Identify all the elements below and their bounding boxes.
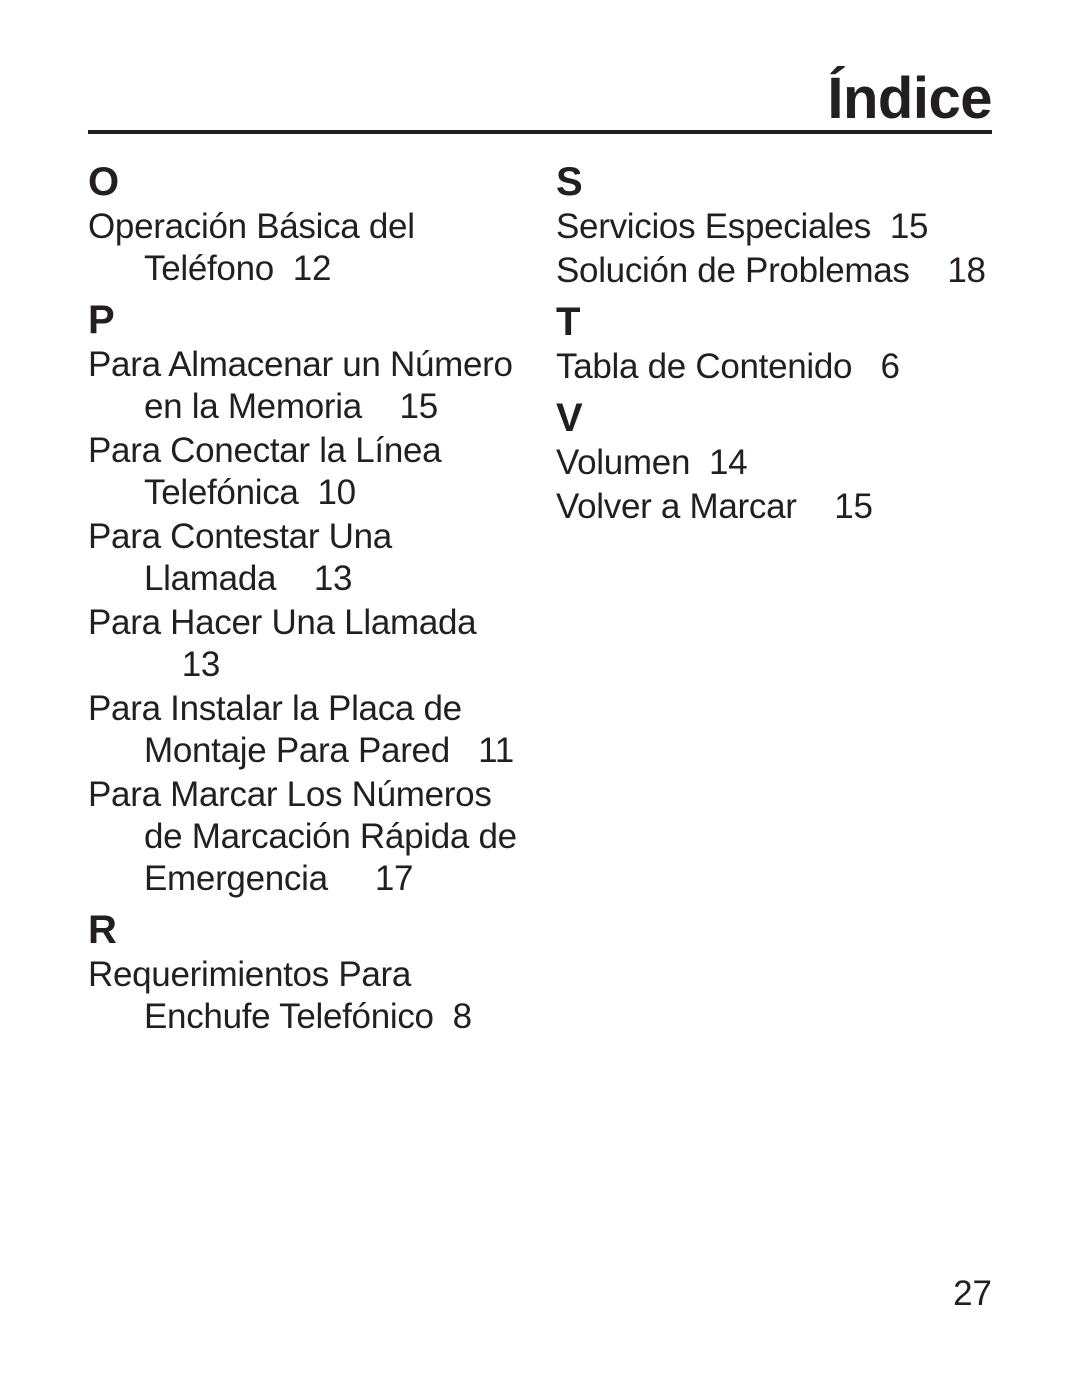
index-entry-text: Operación Básica del Teléfono: [88, 207, 415, 288]
index-columns: OOperación Básica del Teléfono 12PPara A…: [88, 152, 992, 1044]
index-entry-text: Para Marcar Los Números de Marcación Ráp…: [88, 775, 517, 898]
index-entry-page: 11: [450, 731, 514, 770]
index-letter: V: [556, 396, 992, 440]
index-entry-page: 18: [910, 251, 986, 290]
index-section: PPara Almacenar un Número en la Memoria …: [88, 298, 524, 900]
index-entry-text: Volver a Marcar: [556, 487, 797, 526]
index-entry: Solución de Problemas 18: [556, 250, 992, 292]
index-section: OOperación Básica del Teléfono 12: [88, 160, 524, 290]
index-entry-page: 13: [276, 559, 352, 598]
index-entry: Volver a Marcar 15: [556, 486, 992, 528]
index-entry-text: Para Conectar la Línea Telefónica: [88, 431, 441, 512]
index-section: VVolumen 14Volver a Marcar 15: [556, 396, 992, 528]
index-entry-text: Solución de Problemas: [556, 251, 910, 290]
index-entry-page: 13: [144, 645, 220, 684]
index-entry-page: 12: [274, 249, 331, 288]
index-entry: Servicios Especiales 15: [556, 206, 992, 248]
index-letter: R: [88, 908, 524, 952]
index-entry-text: Tabla de Contenido: [556, 347, 852, 386]
index-entry: Volumen 14: [556, 442, 992, 484]
index-entry-page: 10: [299, 473, 356, 512]
index-entry-text: Servicios Especiales: [556, 207, 871, 246]
index-column-right: SServicios Especiales 15Solución de Prob…: [556, 152, 992, 1044]
index-column-left: OOperación Básica del Teléfono 12PPara A…: [88, 152, 524, 1044]
index-entry-text: Volumen: [556, 443, 690, 482]
index-entry: Para Conectar la Línea Telefónica 10: [88, 430, 524, 514]
index-entry: Para Instalar la Placa de Montaje Para P…: [88, 688, 524, 772]
index-entry: Para Hacer Una Llamada 13: [88, 602, 524, 686]
index-entry-page: 14: [690, 443, 747, 482]
index-entry-page: 17: [328, 859, 413, 898]
index-section: TTabla de Contenido 6: [556, 300, 992, 388]
index-letter: P: [88, 298, 524, 342]
index-entry-page: 8: [434, 997, 472, 1036]
index-entry: Para Marcar Los Números de Marcación Ráp…: [88, 774, 524, 900]
index-entry: Operación Básica del Teléfono 12: [88, 206, 524, 290]
index-section: RRequerimientos Para Enchufe Telefónico …: [88, 908, 524, 1038]
page-number: 27: [953, 1274, 992, 1314]
index-entry-page: 15: [871, 207, 928, 246]
index-entry: Tabla de Contenido 6: [556, 346, 992, 388]
index-entry-page: 6: [852, 347, 899, 386]
index-entry-page: 15: [362, 387, 438, 426]
index-letter: O: [88, 160, 524, 204]
index-entry-text: Para Instalar la Placa de Montaje Para P…: [88, 689, 462, 770]
index-letter: S: [556, 160, 992, 204]
page-title: Índice: [88, 70, 992, 130]
index-entry-text: Para Hacer Una Llamada: [88, 603, 476, 642]
title-rule: Índice: [88, 70, 992, 134]
index-entry: Requerimientos Para Enchufe Telefónico 8: [88, 954, 524, 1038]
index-entry-text: Requerimientos Para Enchufe Telefónico: [88, 955, 434, 1036]
index-entry: Para Almacenar un Número en la Memoria 1…: [88, 344, 524, 428]
index-entry: Para Contestar Una Llamada 13: [88, 516, 524, 600]
index-entry-page: 15: [797, 487, 873, 526]
index-section: SServicios Especiales 15Solución de Prob…: [556, 160, 992, 292]
index-letter: T: [556, 300, 992, 344]
index-entry-text: Para Almacenar un Número en la Memoria: [88, 345, 513, 426]
